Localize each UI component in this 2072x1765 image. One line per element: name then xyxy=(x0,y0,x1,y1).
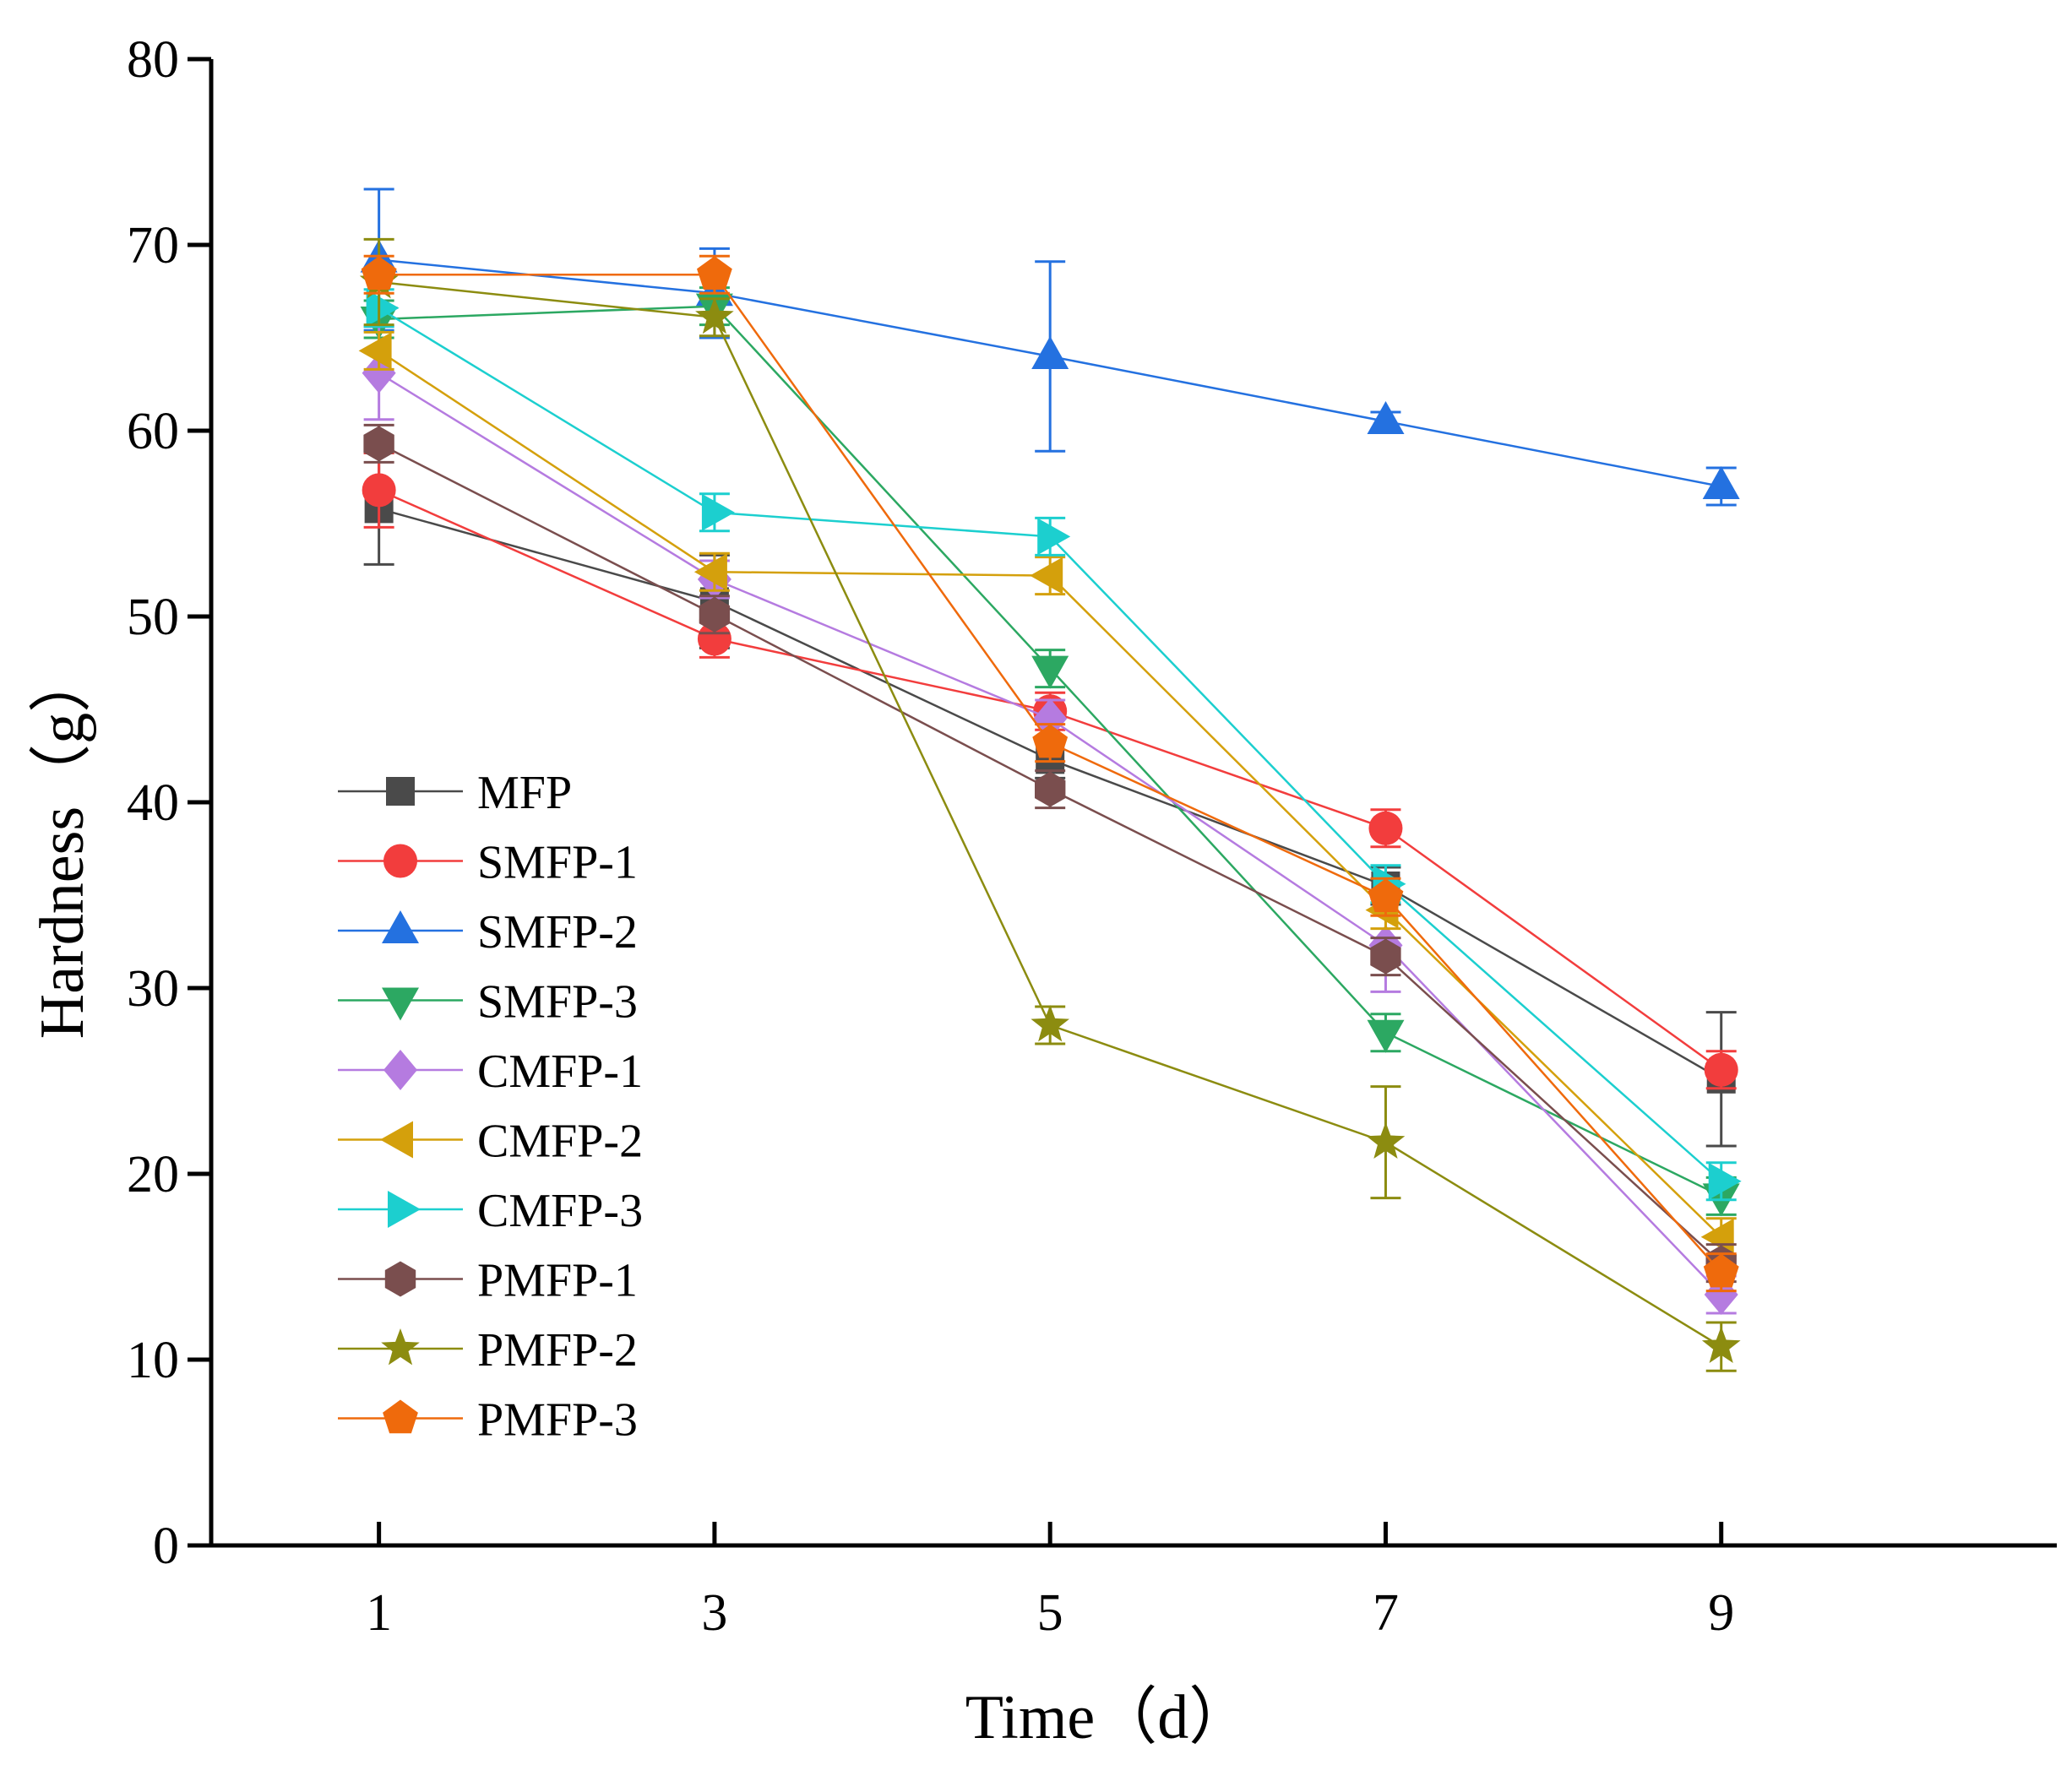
y-tick-label: 10 xyxy=(127,1332,179,1389)
data-point-pmfp-1 xyxy=(363,426,394,462)
data-point-smfp-1 xyxy=(1368,811,1403,845)
legend-marker-pmfp-1 xyxy=(384,1261,416,1297)
legend-label-cmfp-1: CMFP-1 xyxy=(477,1045,643,1098)
data-point-cmfp-3 xyxy=(366,289,400,327)
y-tick-label: 50 xyxy=(127,589,179,646)
legend-item-cmfp-1: CMFP-1 xyxy=(338,1045,643,1098)
series-smfp-2 xyxy=(360,187,1740,507)
legend-label-pmfp-2: PMFP-2 xyxy=(477,1324,638,1377)
x-tick-label: 7 xyxy=(1373,1584,1399,1642)
data-point-cmfp-2 xyxy=(1700,1218,1734,1256)
series-pmfp-2 xyxy=(359,237,1741,1372)
data-point-cmfp-2 xyxy=(358,332,392,370)
x-axis-title: Time（d） xyxy=(965,1683,1252,1752)
legend-item-cmfp-2: CMFP-2 xyxy=(338,1116,643,1168)
data-point-cmfp-3 xyxy=(701,493,735,531)
legend-item-pmfp-1: PMFP-1 xyxy=(338,1255,638,1307)
data-point-pmfp-1 xyxy=(1370,938,1401,975)
data-point-pmfp-2 xyxy=(1366,1121,1406,1159)
legend-label-mfp: MFP xyxy=(477,767,572,819)
legend-label-cmfp-2: CMFP-2 xyxy=(477,1116,643,1168)
data-point-cmfp-3 xyxy=(1037,518,1071,556)
x-tick-label: 3 xyxy=(701,1584,727,1642)
legend-label-smfp-1: SMFP-1 xyxy=(477,837,638,889)
y-axis-title: Hardness（g） xyxy=(28,650,97,1039)
data-point-cmfp-1 xyxy=(1033,698,1068,739)
data-point-smfp-1 xyxy=(697,622,731,656)
data-point-pmfp-2 xyxy=(695,296,734,334)
series-cmfp-2 xyxy=(358,330,1737,1257)
data-point-cmfp-2 xyxy=(1030,557,1063,595)
data-point-pmfp-3 xyxy=(1703,1253,1739,1288)
legend-marker-smfp-1 xyxy=(383,844,417,878)
y-tick-label: 80 xyxy=(127,31,179,89)
data-point-smfp-2 xyxy=(1702,466,1740,499)
data-point-pmfp-3 xyxy=(1368,878,1404,912)
legend-label-smfp-3: SMFP-3 xyxy=(477,976,638,1029)
data-point-smfp-1 xyxy=(362,473,396,508)
legend-label-smfp-2: SMFP-2 xyxy=(477,906,638,959)
data-point-pmfp-1 xyxy=(699,596,731,633)
x-tick-label: 5 xyxy=(1037,1584,1063,1642)
data-point-pmfp-3 xyxy=(361,256,397,290)
y-tick-label: 40 xyxy=(127,774,179,832)
legend-item-smfp-2: SMFP-2 xyxy=(338,906,638,959)
data-point-smfp-2 xyxy=(1367,401,1405,434)
legend-item-mfp: MFP xyxy=(338,767,572,819)
legend-label-pmfp-1: PMFP-1 xyxy=(477,1255,638,1307)
y-tick-label: 70 xyxy=(127,217,179,274)
legend-item-pmfp-2: PMFP-2 xyxy=(338,1324,638,1377)
legend-label-pmfp-3: PMFP-3 xyxy=(477,1394,638,1447)
x-tick-label: 1 xyxy=(366,1584,392,1642)
data-point-smfp-2 xyxy=(1031,336,1069,369)
legend-marker-smfp-2 xyxy=(382,910,419,943)
data-point-pmfp-2 xyxy=(1031,1005,1069,1042)
legend-marker-cmfp-2 xyxy=(380,1121,413,1159)
data-point-pmfp-3 xyxy=(697,256,732,290)
data-point-smfp-3 xyxy=(1367,1019,1405,1053)
series-pmfp-3 xyxy=(361,254,1739,1293)
y-tick-label: 0 xyxy=(153,1518,179,1575)
y-tick-label: 30 xyxy=(127,960,179,1018)
data-point-cmfp-2 xyxy=(693,553,727,591)
legend-marker-cmfp-1 xyxy=(383,1050,417,1090)
legend: MFP SMFP-1 SMFP-2 SMFP-3 CMFP-1 CMFP-2 CMFP-3 P… xyxy=(338,767,643,1447)
legend-marker-pmfp-3 xyxy=(383,1399,418,1434)
data-point-pmfp-3 xyxy=(1032,724,1069,758)
y-tick-label: 60 xyxy=(127,403,179,460)
series-group xyxy=(358,187,1742,1372)
data-point-smfp-1 xyxy=(1704,1052,1738,1087)
legend-marker-pmfp-2 xyxy=(381,1328,420,1366)
legend-item-smfp-3: SMFP-3 xyxy=(338,976,638,1029)
legend-label-cmfp-3: CMFP-3 xyxy=(477,1185,643,1237)
axes: 0 10 20 30 40 50 60 70 80 1 3 5 7 9 xyxy=(127,31,2057,1642)
data-point-smfp-3 xyxy=(1031,655,1069,689)
legend-marker-cmfp-3 xyxy=(388,1191,421,1228)
legend-item-cmfp-3: CMFP-3 xyxy=(338,1185,643,1237)
data-point-pmfp-2 xyxy=(1701,1326,1741,1363)
x-tick-label: 9 xyxy=(1708,1584,1734,1642)
legend-item-smfp-1: SMFP-1 xyxy=(338,837,638,889)
data-point-pmfp-1 xyxy=(1035,771,1066,807)
legend-item-pmfp-3: PMFP-3 xyxy=(338,1394,638,1447)
legend-marker-mfp xyxy=(386,777,415,806)
legend-marker-smfp-3 xyxy=(382,987,419,1021)
y-tick-label: 20 xyxy=(127,1146,179,1203)
data-point-cmfp-3 xyxy=(1708,1162,1742,1200)
